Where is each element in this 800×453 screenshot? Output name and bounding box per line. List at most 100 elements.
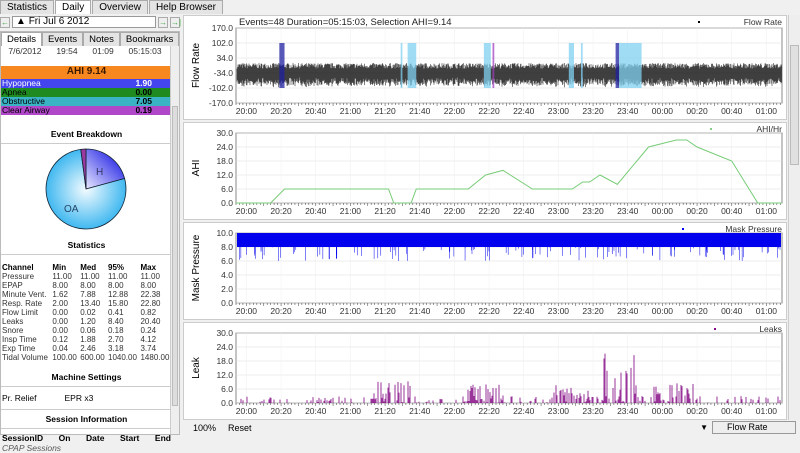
x-tick-label: 22:00: [444, 306, 466, 316]
stats-cell: 600.00: [80, 353, 105, 362]
x-tick-label: 22:00: [444, 106, 466, 116]
stats-cell: Flow Limit: [2, 308, 39, 317]
reset-button[interactable]: Reset: [228, 422, 252, 433]
x-tick-label: 23:40: [617, 106, 639, 116]
stats-cell: 0.00: [52, 326, 68, 335]
tab-details[interactable]: Details: [1, 32, 43, 46]
mask-pressure-band: [237, 233, 781, 247]
event-span[interactable]: [492, 43, 495, 88]
tab-help-browser[interactable]: Help Browser: [148, 0, 223, 14]
x-tick-label: 20:40: [305, 306, 327, 316]
y-tick-label: 10.0: [216, 228, 233, 238]
stats-cell: 8.00: [52, 281, 68, 290]
x-tick-label: 23:40: [617, 406, 639, 416]
event-span[interactable]: [615, 43, 620, 88]
y-tick-label: 24.0: [216, 142, 233, 152]
stats-cell: Leaks: [2, 317, 24, 326]
x-tick-label: 00:40: [721, 206, 743, 216]
stats-cell: 12.88: [108, 290, 129, 299]
graph-leaks[interactable]: Leaks Leak 30.0 24.0 18.0 12.0 6.0 0.0 20:00 20:2…: [183, 322, 787, 420]
x-tick-label: 21:00: [340, 106, 362, 116]
x-tick-label: 00:40: [721, 406, 743, 416]
stats-cell: Insp Time: [2, 335, 37, 344]
event-breakdown-pie: H OA: [45, 148, 127, 230]
stats-cell: Tidal Volume: [2, 353, 48, 362]
last-day-button[interactable]: →|: [170, 16, 182, 28]
y-tick-label: -102.0: [209, 83, 233, 93]
stats-row: Leaks 0.00 1.20 8.40 20.40: [1, 317, 172, 326]
setting-value: EPR x3: [64, 393, 94, 403]
tab-daily[interactable]: Daily: [55, 0, 92, 14]
stats-cell: 11.00: [108, 272, 128, 281]
x-tick-label: 20:40: [305, 106, 327, 116]
prev-day-button[interactable]: ←: [0, 16, 10, 28]
dropdown-arrow-icon[interactable]: ▼: [700, 423, 708, 432]
y-tick-label: 0.0: [221, 298, 233, 308]
details-scrollbar[interactable]: [170, 46, 179, 434]
event-value: 1.90: [135, 78, 152, 88]
graph-ahi-hr[interactable]: AHI/Hr AHI 30.0 24.0 18.0 12.0 6.0 0.0 20:00 20:2…: [183, 122, 787, 220]
event-span[interactable]: [619, 43, 642, 88]
date-picker[interactable]: ▲ Fri Jul 6 2012: [12, 16, 156, 28]
stats-cell: 0.02: [80, 308, 96, 317]
y-axis-label: Mask Pressure: [191, 234, 202, 301]
y-tick-label: 6.0: [221, 256, 233, 266]
y-tick-label: 6.0: [221, 184, 233, 194]
x-tick-label: 01:00: [756, 206, 778, 216]
stats-cell: 0.00: [52, 308, 68, 317]
event-span[interactable]: [407, 43, 417, 88]
event-span[interactable]: [400, 43, 403, 88]
stats-row: Snore 0.00 0.06 0.18 0.24: [1, 326, 172, 335]
x-tick-label: 20:00: [236, 106, 258, 116]
event-span[interactable]: [279, 43, 285, 88]
stats-cell: 1.62: [52, 290, 68, 299]
x-tick-label: 21:40: [409, 306, 431, 316]
x-tick-label: 22:40: [513, 306, 535, 316]
x-tick-label: 00:20: [686, 306, 708, 316]
x-tick-label: 01:00: [756, 106, 778, 116]
event-name: Clear Airway: [2, 105, 50, 115]
tab-overview[interactable]: Overview: [92, 0, 148, 14]
y-tick-label: -34.0: [214, 68, 234, 78]
event-breakdown-title: Event Breakdown: [1, 125, 172, 144]
graph-scrollbar[interactable]: [788, 15, 800, 420]
x-tick-label: 00:00: [652, 406, 674, 416]
channel-select[interactable]: Flow Rate: [712, 421, 796, 434]
stats-header: Med: [80, 263, 97, 272]
stats-cell: Resp. Rate: [2, 299, 43, 308]
stats-cell: 1040.00: [108, 353, 137, 362]
stats-cell: 22.38: [140, 290, 161, 299]
x-tick-label: 00:20: [686, 206, 708, 216]
x-tick-label: 00:00: [652, 306, 674, 316]
stats-cell: 1.20: [80, 317, 96, 326]
x-tick-label: 23:40: [617, 306, 639, 316]
stats-cell: 3.18: [108, 344, 124, 353]
graph-flow-rate[interactable]: Events=48 Duration=05:15:03, Selection A…: [183, 15, 787, 120]
tab-notes[interactable]: Notes: [83, 32, 120, 46]
y-tick-label: 34.0: [216, 53, 233, 63]
y-tick-label: 12.0: [216, 370, 233, 380]
next-day-button[interactable]: →: [158, 16, 168, 28]
tab-events[interactable]: Events: [42, 32, 84, 46]
tab-statistics[interactable]: Statistics: [0, 0, 55, 14]
session-end: 01:09: [92, 46, 114, 56]
event-span[interactable]: [580, 43, 583, 88]
x-tick-label: 22:20: [478, 406, 500, 416]
x-tick-label: 23:00: [548, 306, 570, 316]
y-tick-label: 0.0: [221, 198, 233, 208]
machine-settings-title: Machine Settings: [1, 368, 172, 387]
event-span[interactable]: [568, 43, 574, 88]
tab-bookmarks[interactable]: Bookmarks: [119, 32, 180, 46]
event-value: 0.19: [135, 105, 152, 115]
event-span[interactable]: [483, 43, 491, 88]
x-tick-label: 20:40: [305, 206, 327, 216]
stats-cell: 11.00: [80, 272, 100, 281]
stats-cell: 0.18: [108, 326, 124, 335]
x-tick-label: 22:20: [478, 206, 500, 216]
stats-cell: 1480.00: [140, 353, 170, 362]
x-tick-label: 01:00: [756, 406, 778, 416]
graph-mask-pressure[interactable]: Mask Pressure Mask Pressure 10.0 8.0 6.0 4.0 2…: [183, 222, 787, 320]
x-tick-label: 01:00: [756, 306, 778, 316]
stats-cell: 0.00: [52, 317, 68, 326]
event-value: 7.05: [135, 96, 152, 106]
